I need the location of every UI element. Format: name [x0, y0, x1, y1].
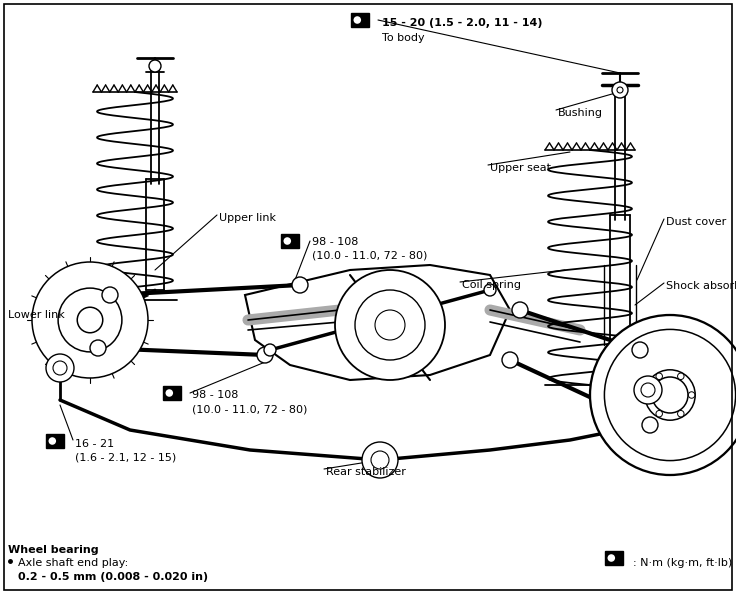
Circle shape: [632, 342, 648, 358]
Text: Wheel bearing: Wheel bearing: [8, 545, 99, 555]
Circle shape: [656, 410, 662, 417]
Bar: [605, 551, 623, 565]
Circle shape: [656, 373, 662, 380]
Text: (10.0 - 11.0, 72 - 80): (10.0 - 11.0, 72 - 80): [192, 404, 308, 414]
Text: (1.6 - 2.1, 12 - 15): (1.6 - 2.1, 12 - 15): [75, 453, 176, 463]
Circle shape: [512, 302, 528, 318]
Text: 16 - 21: 16 - 21: [75, 439, 114, 449]
Text: Dust cover: Dust cover: [666, 217, 726, 227]
Circle shape: [634, 376, 662, 404]
Circle shape: [484, 284, 496, 296]
Text: 0.2 - 0.5 mm (0.008 - 0.020 in): 0.2 - 0.5 mm (0.008 - 0.020 in): [18, 572, 208, 582]
Text: Coil spring: Coil spring: [462, 280, 521, 290]
Circle shape: [292, 277, 308, 293]
Bar: [351, 13, 369, 27]
Circle shape: [77, 307, 103, 333]
Circle shape: [149, 60, 161, 72]
Text: Shock absorber: Shock absorber: [666, 281, 736, 291]
Circle shape: [257, 347, 273, 363]
Text: : N·m (kg·m, ft·lb): : N·m (kg·m, ft·lb): [633, 558, 732, 568]
Circle shape: [46, 354, 74, 382]
Circle shape: [607, 554, 615, 562]
Circle shape: [355, 290, 425, 360]
Circle shape: [678, 410, 684, 417]
Circle shape: [678, 373, 684, 380]
Bar: [46, 434, 64, 447]
Circle shape: [590, 315, 736, 475]
Circle shape: [90, 340, 106, 356]
Text: To body: To body: [382, 33, 425, 43]
Circle shape: [353, 16, 361, 24]
Circle shape: [641, 383, 655, 397]
Text: Upper seat: Upper seat: [490, 163, 551, 173]
Text: Lower link: Lower link: [8, 310, 65, 320]
Bar: [163, 386, 181, 400]
Circle shape: [617, 87, 623, 93]
Circle shape: [335, 270, 445, 380]
Circle shape: [375, 310, 405, 340]
Text: Upper link: Upper link: [219, 213, 276, 223]
Circle shape: [645, 392, 651, 398]
Text: Rear stabilizer: Rear stabilizer: [326, 467, 406, 477]
Text: Bushing: Bushing: [558, 108, 603, 118]
Text: (10.0 - 11.0, 72 - 80): (10.0 - 11.0, 72 - 80): [312, 251, 428, 261]
Circle shape: [362, 442, 398, 478]
Text: 15 - 20 (1.5 - 2.0, 11 - 14): 15 - 20 (1.5 - 2.0, 11 - 14): [382, 18, 542, 28]
Circle shape: [32, 262, 148, 378]
Circle shape: [688, 392, 695, 398]
Circle shape: [604, 329, 735, 461]
Bar: [281, 234, 299, 248]
Circle shape: [49, 437, 56, 445]
Text: 98 - 108: 98 - 108: [312, 237, 358, 247]
Circle shape: [502, 352, 518, 368]
Circle shape: [371, 451, 389, 469]
Circle shape: [283, 237, 291, 245]
Circle shape: [264, 344, 276, 356]
Circle shape: [642, 417, 658, 433]
Text: 98 - 108: 98 - 108: [192, 390, 238, 400]
Circle shape: [58, 288, 122, 352]
Circle shape: [53, 361, 67, 375]
Text: Axle shaft end play:: Axle shaft end play:: [18, 558, 128, 568]
Circle shape: [612, 82, 628, 98]
Circle shape: [166, 389, 173, 397]
Circle shape: [645, 370, 696, 420]
Circle shape: [652, 377, 688, 413]
Circle shape: [102, 287, 118, 303]
